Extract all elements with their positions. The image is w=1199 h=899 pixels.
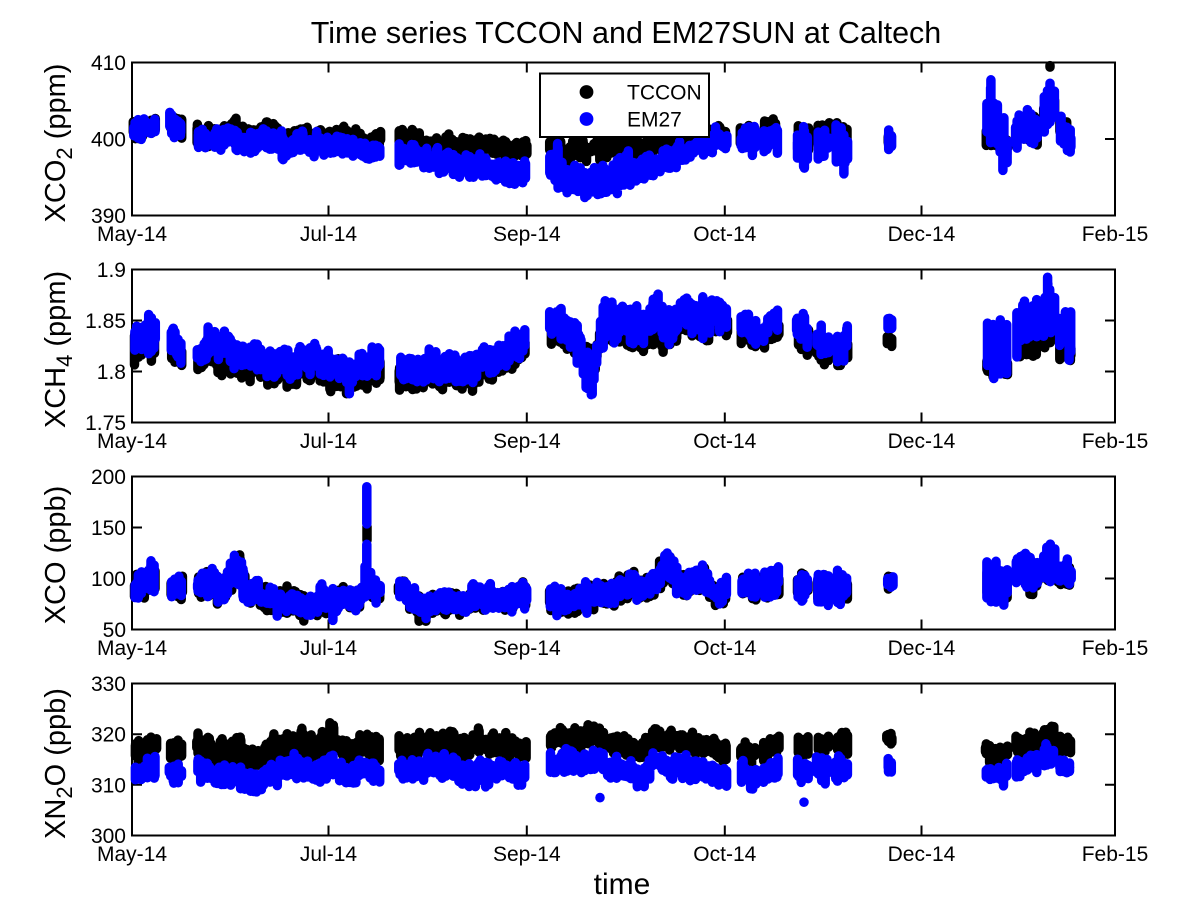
svg-text:330: 330 xyxy=(91,673,126,696)
svg-text:Jul-14: Jul-14 xyxy=(300,843,358,866)
svg-text:Time series TCCON and EM27SUN: Time series TCCON and EM27SUN at Caltech xyxy=(311,16,942,50)
svg-text:Dec-14: Dec-14 xyxy=(888,637,956,660)
svg-text:Dec-14: Dec-14 xyxy=(888,430,956,453)
svg-text:Dec-14: Dec-14 xyxy=(888,223,956,246)
svg-text:Oct-14: Oct-14 xyxy=(693,637,756,660)
svg-text:EM27: EM27 xyxy=(627,109,682,132)
svg-text:Sep-14: Sep-14 xyxy=(493,430,561,453)
svg-text:Oct-14: Oct-14 xyxy=(693,430,756,453)
svg-text:50: 50 xyxy=(103,619,126,642)
svg-text:May-14: May-14 xyxy=(97,637,167,660)
svg-text:300: 300 xyxy=(91,825,126,848)
svg-text:100: 100 xyxy=(91,568,126,591)
svg-text:Oct-14: Oct-14 xyxy=(693,223,756,246)
svg-text:Sep-14: Sep-14 xyxy=(493,843,561,866)
svg-text:XN2O (ppb): XN2O (ppb) xyxy=(40,688,77,839)
svg-text:time: time xyxy=(594,868,651,899)
svg-text:Sep-14: Sep-14 xyxy=(493,223,561,246)
svg-text:Feb-15: Feb-15 xyxy=(1082,223,1149,246)
svg-text:1.8: 1.8 xyxy=(97,361,126,384)
svg-text:1.75: 1.75 xyxy=(85,412,126,435)
svg-text:1.9: 1.9 xyxy=(97,259,126,282)
svg-text:Sep-14: Sep-14 xyxy=(493,637,561,660)
svg-text:Feb-15: Feb-15 xyxy=(1082,843,1149,866)
svg-text:XCO2 (ppm): XCO2 (ppm) xyxy=(40,64,77,223)
svg-text:310: 310 xyxy=(91,774,126,797)
svg-text:TCCON: TCCON xyxy=(627,82,702,105)
svg-text:Jul-14: Jul-14 xyxy=(300,430,358,453)
svg-text:May-14: May-14 xyxy=(97,430,167,453)
svg-text:410: 410 xyxy=(91,52,126,75)
svg-text:1.85: 1.85 xyxy=(85,310,126,333)
svg-text:XCO (ppb): XCO (ppb) xyxy=(40,486,72,625)
svg-text:Oct-14: Oct-14 xyxy=(693,843,756,866)
svg-text:May-14: May-14 xyxy=(97,843,167,866)
svg-text:Feb-15: Feb-15 xyxy=(1082,430,1149,453)
svg-text:XCH4 (ppm): XCH4 (ppm) xyxy=(40,271,77,428)
svg-text:Jul-14: Jul-14 xyxy=(300,223,358,246)
svg-text:320: 320 xyxy=(91,724,126,747)
svg-text:Dec-14: Dec-14 xyxy=(888,843,956,866)
svg-text:400: 400 xyxy=(91,129,126,152)
svg-text:May-14: May-14 xyxy=(97,223,167,246)
svg-text:200: 200 xyxy=(91,466,126,489)
svg-text:390: 390 xyxy=(91,205,126,228)
svg-text:150: 150 xyxy=(91,517,126,540)
svg-text:Feb-15: Feb-15 xyxy=(1082,637,1149,660)
svg-text:Jul-14: Jul-14 xyxy=(300,637,358,660)
